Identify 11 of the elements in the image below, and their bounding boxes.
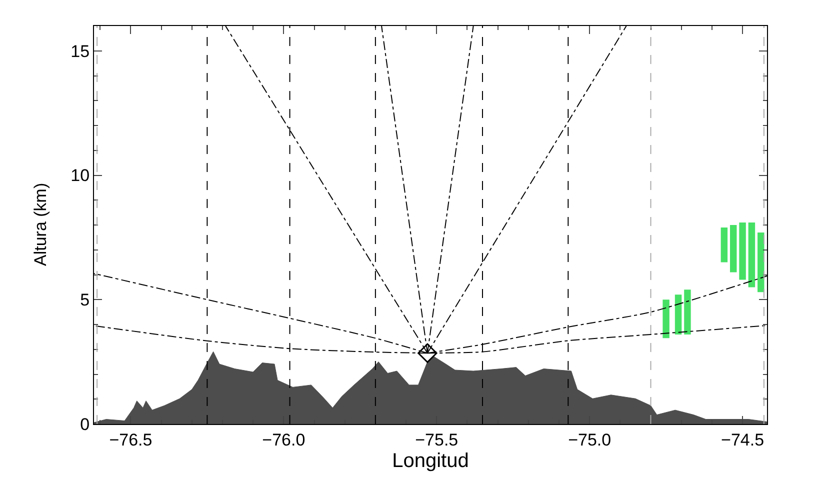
y-tick-label: 5 — [80, 290, 90, 310]
x-tick-label: −75.5 — [415, 430, 458, 450]
x-axis-title: Longitud — [392, 450, 469, 472]
x-tick-label: −76.5 — [109, 430, 152, 450]
x-tick-label: −76.0 — [262, 430, 306, 450]
y-tick-label: 15 — [70, 42, 90, 61]
x-tick-label: −75.0 — [568, 430, 612, 450]
x-tick-label: −74.5 — [721, 430, 764, 450]
y-tick-label: 10 — [70, 166, 90, 186]
y-tick-label: 0 — [80, 414, 90, 434]
y-axis-title: Altura (km) — [31, 182, 50, 266]
